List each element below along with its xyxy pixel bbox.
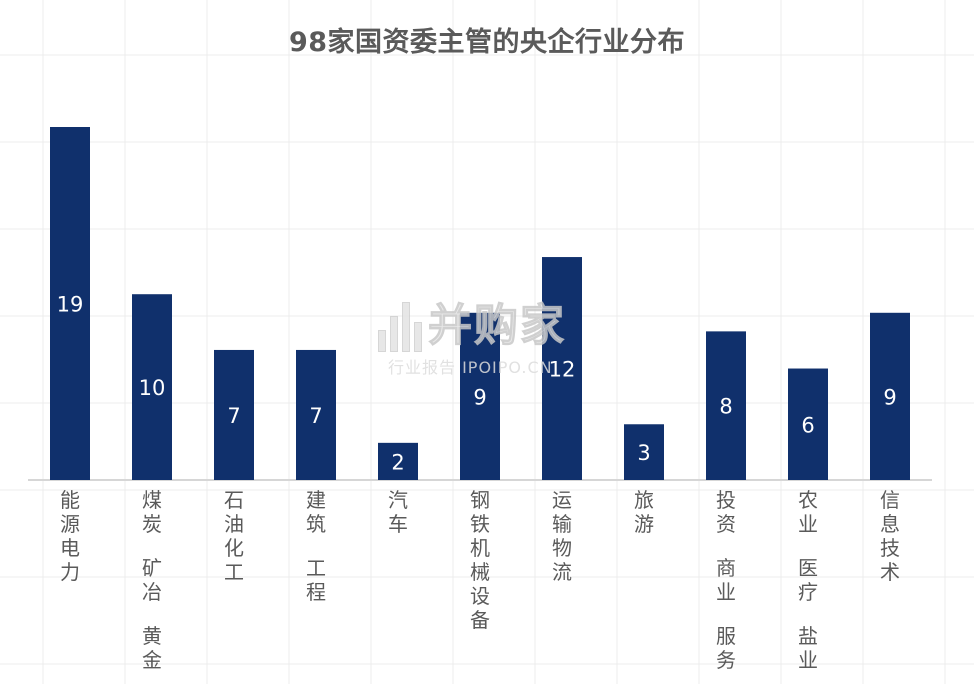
- data-label: 3: [637, 441, 650, 465]
- data-label: 10: [139, 376, 166, 400]
- bar: [296, 349, 336, 480]
- data-label: 6: [801, 413, 814, 437]
- bar: [50, 127, 90, 480]
- data-label: 8: [719, 395, 732, 419]
- tick-label: 投资商业服务: [716, 488, 736, 672]
- tick-label: 信息技术: [880, 488, 900, 584]
- data-label: 7: [227, 404, 240, 428]
- data-label: 9: [883, 385, 896, 409]
- bar: [378, 442, 418, 480]
- bar: [132, 294, 172, 480]
- bar: [542, 257, 582, 480]
- data-label: 19: [57, 293, 84, 317]
- bar: [788, 368, 828, 480]
- bar: [214, 349, 254, 480]
- bar: [624, 424, 664, 480]
- data-label: 7: [309, 404, 322, 428]
- tick-label: 农业医疗盐业: [798, 488, 818, 672]
- bar: [870, 312, 910, 480]
- chart-title: 98家国资委主管的央企行业分布: [288, 27, 686, 58]
- data-label: 2: [391, 450, 404, 474]
- bar: [706, 331, 746, 480]
- tick-label: 旅游: [634, 488, 654, 536]
- tick-label: 能源电力: [60, 488, 80, 584]
- tick-label: 煤炭矿冶黄金: [142, 488, 162, 672]
- data-label: 12: [549, 358, 576, 382]
- data-label: 9: [473, 385, 486, 409]
- tick-label: 石油化工: [224, 488, 244, 584]
- bar: [460, 312, 500, 480]
- tick-label: 建筑工程: [306, 488, 326, 604]
- tick-label: 运输物流: [552, 488, 572, 584]
- tick-label: 钢铁机械设备: [470, 488, 490, 632]
- tick-label: 汽车: [388, 488, 408, 536]
